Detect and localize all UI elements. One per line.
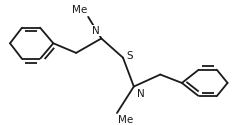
Text: Me: Me [72, 5, 87, 15]
Text: S: S [127, 52, 133, 62]
Text: N: N [92, 26, 100, 36]
Text: N: N [137, 89, 144, 99]
Text: Me: Me [118, 115, 133, 125]
